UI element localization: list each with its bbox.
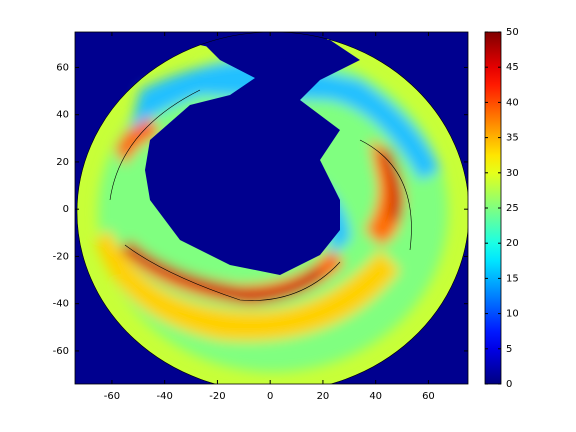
y-tick-label: 0 — [63, 204, 69, 215]
y-tick-label: 60 — [56, 62, 69, 73]
colorbar-tick-label: 20 — [506, 238, 519, 249]
colorbar-tick-label: 0 — [506, 379, 512, 390]
x-tick-label: -20 — [209, 391, 225, 402]
y-tick-label: -60 — [53, 346, 69, 357]
plot-frame — [74, 31, 469, 385]
colorbar-tick-label: 45 — [506, 62, 519, 73]
x-tick-label: -60 — [104, 391, 120, 402]
colorbar-tick-label: 50 — [506, 27, 519, 38]
y-tick-label: 20 — [56, 157, 69, 168]
y-tick-label: -20 — [53, 251, 69, 262]
colorbar-tick-label: 15 — [506, 273, 519, 284]
y-tick-label: -40 — [53, 299, 69, 310]
colorbar-tick-label: 30 — [506, 168, 519, 179]
x-tick-label: 40 — [369, 391, 382, 402]
colorbar-tick-label: 5 — [506, 344, 512, 355]
contour-field — [75, 32, 468, 384]
x-tick-label: -40 — [157, 391, 173, 402]
colorbar-tick-label: 10 — [506, 309, 519, 320]
colorbar-tick-label: 35 — [506, 133, 519, 144]
x-tick-label: 60 — [422, 391, 435, 402]
x-tick-label: 0 — [267, 391, 273, 402]
x-tick-label: 20 — [317, 391, 330, 402]
y-tick-label: 40 — [56, 110, 69, 121]
colorbar-tick-label: 25 — [506, 203, 519, 214]
colorbar-tick-label: 40 — [506, 97, 519, 108]
